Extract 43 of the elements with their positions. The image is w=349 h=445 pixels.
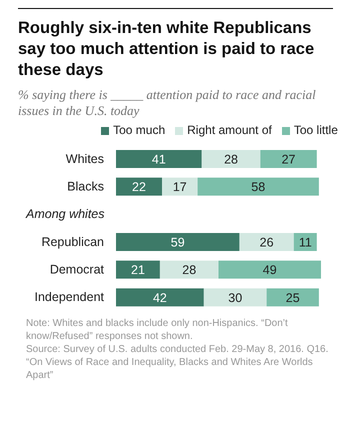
legend-label: Too little: [294, 123, 338, 137]
bar: [116, 288, 204, 306]
bar: [162, 178, 198, 196]
data-label: 41: [152, 152, 166, 166]
chart-title: Roughly six-in-ten white Republicans say too much attention is paid to race these days: [18, 18, 316, 81]
data-label: 30: [228, 290, 242, 305]
legend-label: Too much: [113, 123, 166, 137]
data-label: 11: [298, 235, 312, 250]
text: Note: Whites and blacks include only non-Hispanics. “Don’t know/Refused” responses not shown.: [26, 317, 289, 343]
bar: [160, 260, 218, 279]
text: “On Views of Race and Inequality, Blacks and Whites Are Worlds Apart”: [26, 356, 314, 382]
bar: [204, 288, 267, 306]
y-tick-label: Independent: [34, 290, 105, 304]
bar: [260, 150, 317, 168]
bar: [116, 150, 202, 168]
y-tick-label: Among whites: [25, 207, 105, 222]
data-label: 28: [182, 263, 196, 278]
bar: [218, 260, 321, 279]
bar: [116, 260, 160, 279]
bar: [239, 232, 294, 251]
y-tick-label: Blacks: [67, 180, 104, 194]
data-label: 59: [170, 235, 185, 250]
y-tick-label: Democrat: [50, 262, 105, 276]
data-label: 58: [251, 180, 266, 194]
bar: [116, 232, 240, 251]
source-note: Source: Survey of U.S. adults conducted Feb. 29-May 8, 2016. Q16.: [26, 343, 330, 356]
y-tick-label: Republican: [41, 234, 104, 249]
bar: [198, 178, 319, 196]
data-label: 27: [282, 152, 296, 166]
data-label: 22: [132, 180, 146, 194]
bar: [266, 288, 319, 306]
chart-subtitle: % saying there is _____ attention paid to race and racial issues in the U.S. today: [18, 87, 317, 119]
bar: [116, 178, 162, 196]
data-label: 49: [262, 263, 277, 278]
y-tick-label: Whites: [66, 152, 104, 166]
data-label: 21: [131, 263, 145, 278]
data-label: 28: [224, 152, 238, 166]
data-label: 17: [172, 180, 187, 194]
legend-label: Right amount of: [187, 123, 272, 137]
data-label: 26: [260, 235, 274, 250]
data-label: 25: [286, 290, 300, 305]
data-label: 42: [152, 290, 167, 305]
bar: [202, 150, 260, 168]
